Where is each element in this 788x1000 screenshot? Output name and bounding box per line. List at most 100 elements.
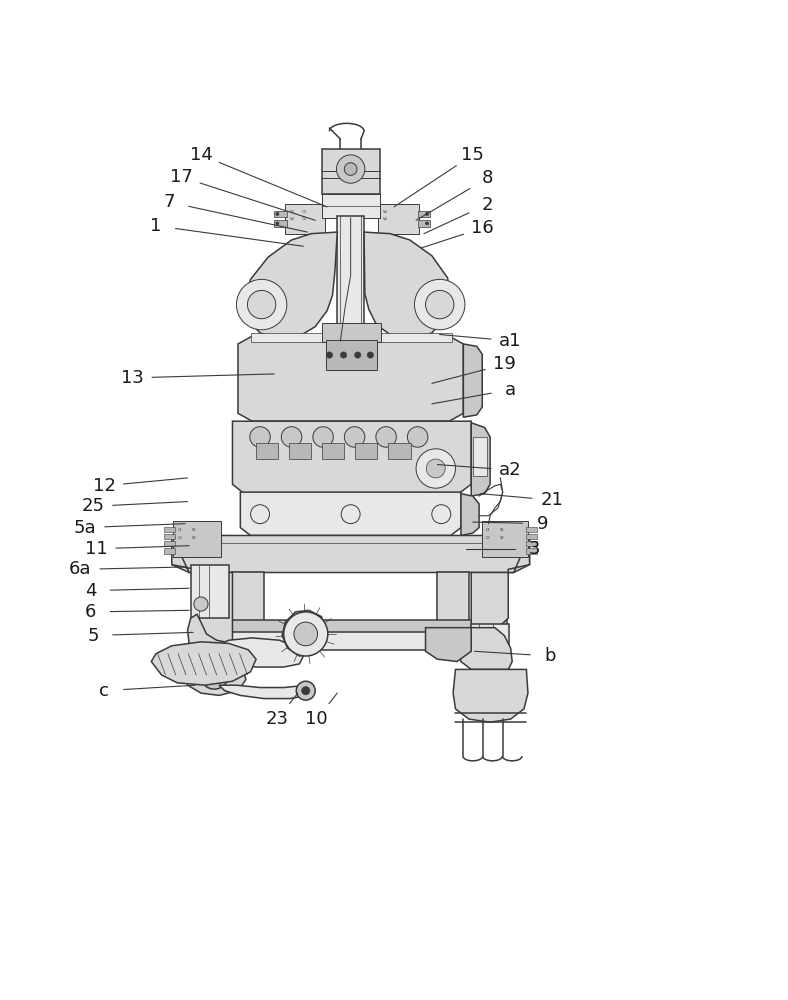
Text: 6a: 6a	[69, 560, 91, 578]
Polygon shape	[461, 494, 479, 535]
Bar	[388, 443, 411, 459]
Bar	[526, 541, 537, 546]
Bar	[274, 220, 287, 227]
Polygon shape	[282, 610, 325, 656]
Polygon shape	[151, 642, 256, 685]
Bar	[418, 220, 430, 227]
Text: 10: 10	[306, 710, 328, 728]
Bar	[337, 216, 364, 415]
Bar	[289, 443, 311, 459]
Text: 5: 5	[87, 627, 98, 645]
Polygon shape	[453, 669, 528, 722]
Text: V2: V2	[192, 536, 197, 540]
Circle shape	[281, 427, 302, 447]
Text: V1: V1	[290, 210, 296, 214]
Circle shape	[340, 352, 347, 358]
Circle shape	[236, 279, 287, 330]
Bar	[251, 333, 452, 342]
Text: 16: 16	[471, 219, 493, 237]
Circle shape	[276, 222, 279, 225]
Text: V1: V1	[500, 528, 504, 532]
Text: 6: 6	[85, 603, 96, 621]
Circle shape	[294, 622, 318, 646]
Bar	[482, 521, 528, 557]
Circle shape	[426, 212, 429, 216]
Polygon shape	[219, 685, 315, 699]
Bar	[322, 443, 344, 459]
Bar	[437, 572, 469, 626]
Text: 25: 25	[81, 497, 105, 515]
Bar	[322, 194, 380, 218]
Circle shape	[200, 661, 229, 689]
Circle shape	[414, 279, 465, 330]
Bar	[191, 565, 229, 618]
Circle shape	[302, 687, 310, 695]
Text: 5a: 5a	[74, 519, 96, 537]
Circle shape	[208, 669, 221, 681]
Circle shape	[194, 597, 208, 611]
Bar	[195, 620, 507, 634]
Circle shape	[313, 427, 333, 447]
Polygon shape	[211, 638, 303, 667]
Bar	[526, 548, 537, 554]
Polygon shape	[244, 232, 337, 338]
Bar	[526, 534, 537, 539]
Text: a2: a2	[500, 461, 522, 479]
Text: 21: 21	[540, 491, 563, 509]
Text: 12: 12	[92, 477, 116, 495]
Bar	[173, 521, 221, 557]
Text: 9: 9	[537, 515, 548, 533]
Bar	[378, 204, 419, 234]
Circle shape	[344, 163, 357, 175]
Polygon shape	[172, 535, 232, 651]
Circle shape	[344, 427, 365, 447]
Polygon shape	[188, 614, 232, 651]
Text: V2: V2	[383, 217, 388, 221]
Circle shape	[416, 449, 455, 488]
Text: a1: a1	[500, 332, 522, 350]
Polygon shape	[364, 232, 451, 338]
Bar	[326, 340, 377, 370]
Polygon shape	[471, 535, 530, 628]
Circle shape	[276, 212, 279, 216]
Bar	[164, 541, 175, 546]
Text: a: a	[505, 381, 516, 399]
Text: C1: C1	[485, 528, 490, 532]
Text: 3: 3	[529, 540, 540, 558]
Circle shape	[367, 352, 374, 358]
Text: V1: V1	[192, 528, 197, 532]
Text: 23: 23	[266, 710, 289, 728]
Circle shape	[426, 290, 454, 319]
Text: V1: V1	[383, 210, 388, 214]
Bar	[285, 204, 325, 234]
Text: 8: 8	[481, 169, 492, 187]
Circle shape	[355, 352, 361, 358]
Polygon shape	[426, 628, 471, 662]
Text: 14: 14	[189, 146, 213, 164]
Polygon shape	[185, 651, 246, 695]
Circle shape	[376, 427, 396, 447]
Text: 2: 2	[481, 196, 492, 214]
Bar	[164, 534, 175, 539]
Text: 7: 7	[164, 193, 175, 211]
Bar	[232, 632, 470, 650]
Circle shape	[247, 290, 276, 319]
Text: 4: 4	[85, 582, 96, 600]
Circle shape	[426, 222, 429, 225]
Bar	[322, 149, 380, 194]
Text: 11: 11	[85, 540, 107, 558]
Bar	[322, 323, 381, 342]
Bar	[274, 211, 287, 217]
Text: b: b	[545, 647, 556, 665]
Text: 13: 13	[121, 369, 144, 387]
Text: V2: V2	[290, 217, 296, 221]
Circle shape	[336, 155, 365, 183]
Text: V2: V2	[500, 536, 504, 540]
Circle shape	[426, 459, 445, 478]
Bar	[164, 548, 175, 554]
Polygon shape	[232, 421, 471, 494]
Bar	[526, 527, 537, 532]
Text: C2: C2	[485, 536, 490, 540]
Polygon shape	[471, 423, 490, 496]
Polygon shape	[463, 344, 482, 417]
